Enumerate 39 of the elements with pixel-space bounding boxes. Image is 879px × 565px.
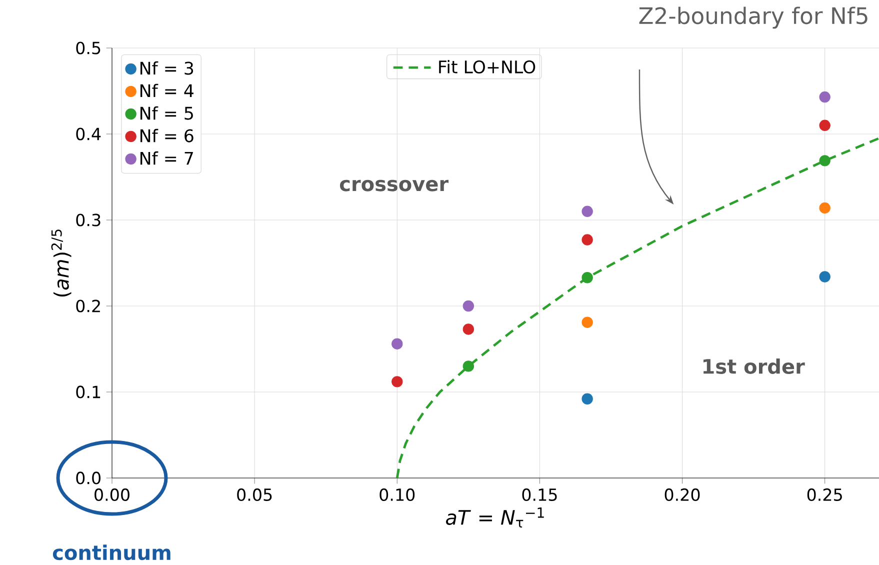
point <box>462 324 474 335</box>
x-tick-label: 0.05 <box>237 488 272 501</box>
point <box>582 206 593 218</box>
legend-label: Nf = 6 <box>140 128 194 142</box>
point <box>462 360 474 372</box>
point <box>392 376 403 388</box>
x-tick-label: 0.15 <box>522 488 557 501</box>
y-tick-label: 0.5 <box>76 42 100 54</box>
y-tick-label: 0.4 <box>76 128 101 140</box>
point <box>392 338 403 350</box>
text: continuum <box>52 544 170 560</box>
legend-label: Nf = 3 <box>140 61 194 75</box>
x-tick-label: 0.20 <box>664 488 700 501</box>
point <box>582 234 593 246</box>
point <box>819 120 830 132</box>
point <box>819 202 830 214</box>
point <box>819 271 830 282</box>
chart-title: Z2-boundary for Nf5 <box>639 6 868 29</box>
legend-label: Nf = 5 <box>140 106 193 120</box>
point <box>582 393 593 404</box>
x-tick-label: 0.25 <box>807 488 842 501</box>
y-tick-label: 0.1 <box>76 386 100 398</box>
legend-label: Nf = 4 <box>140 84 194 98</box>
point <box>819 155 830 166</box>
annotation: crossover <box>340 180 449 192</box>
y-tick-label: 0.3 <box>76 214 100 226</box>
x-axis-title: aT = N$_{τ}$−1 <box>446 507 544 528</box>
point <box>819 91 830 103</box>
y-axis-title: (am)$^{2/5}$ <box>51 230 72 297</box>
point <box>582 316 593 328</box>
annotation: 1st order <box>703 358 805 374</box>
legend-label: Nf = 7 <box>140 151 193 165</box>
y-tick-label: 0.0 <box>76 472 100 484</box>
y-tick-label: 0.2 <box>76 300 100 312</box>
x-tick-label: 0.10 <box>380 488 415 501</box>
point <box>582 272 593 284</box>
legend-label: Fit LO+NLO <box>439 60 536 74</box>
x-tick-label: 0.00 <box>94 488 130 501</box>
point <box>462 300 474 312</box>
